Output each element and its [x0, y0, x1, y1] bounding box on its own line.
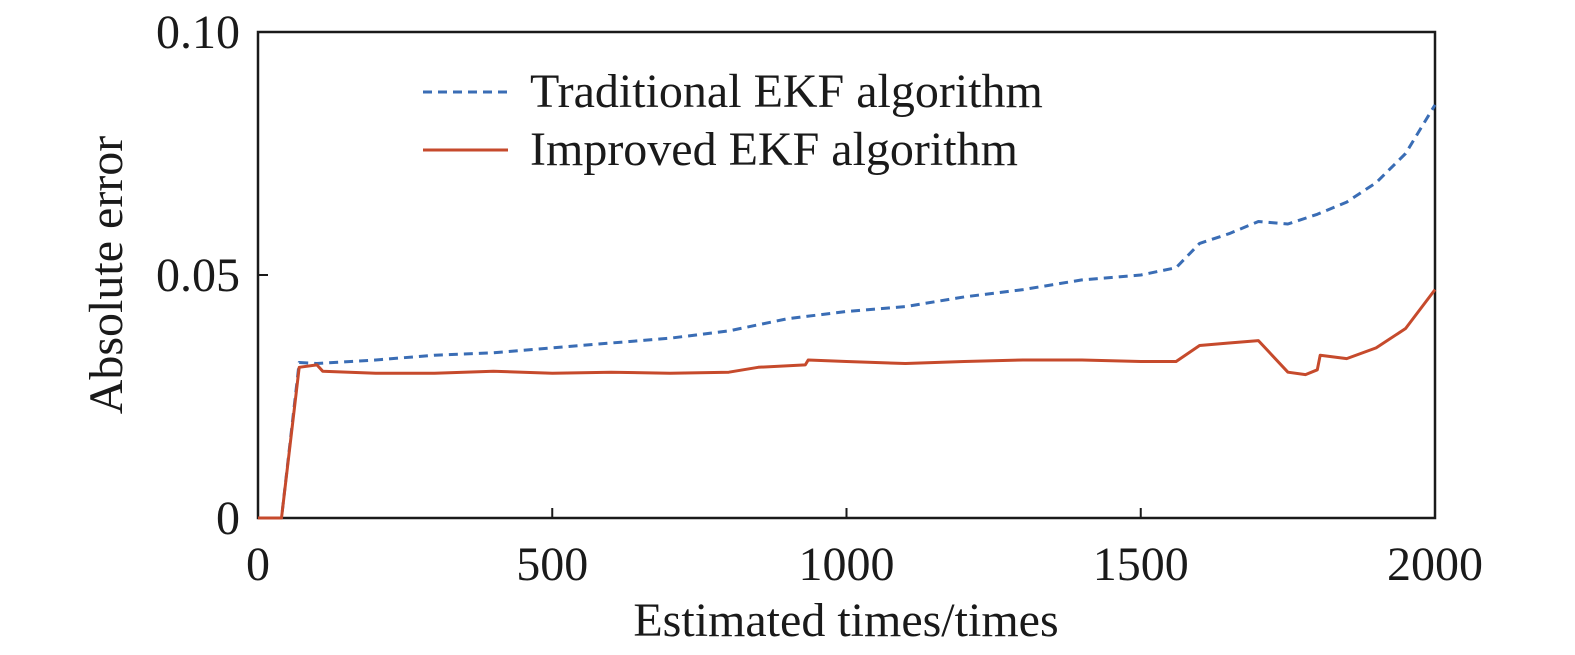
x-tick-label: 500: [516, 538, 588, 591]
series-line-2: [258, 288, 1437, 520]
legend-label-2: Improved EKF algorithm: [530, 123, 1018, 176]
y-axis-title: Absolute error: [80, 136, 133, 415]
x-tick-label: 2000: [1387, 538, 1483, 591]
y-tick-label: 0.05: [156, 249, 240, 302]
x-tick-label: 1000: [799, 538, 895, 591]
legend-label-1: Traditional EKF algorithm: [530, 65, 1043, 118]
axis-ticks: 0 500 1000 1500 2000 0 0.05 0.10: [156, 6, 1483, 591]
y-tick-label: 0: [216, 492, 240, 545]
x-tick-label: 0: [246, 538, 270, 591]
x-tick-label: 1500: [1093, 538, 1189, 591]
series-line-1: [258, 104, 1437, 520]
series-group: [258, 104, 1437, 520]
x-axis-title: Estimated times/times: [633, 594, 1058, 647]
y-tick-label: 0.10: [156, 6, 240, 59]
